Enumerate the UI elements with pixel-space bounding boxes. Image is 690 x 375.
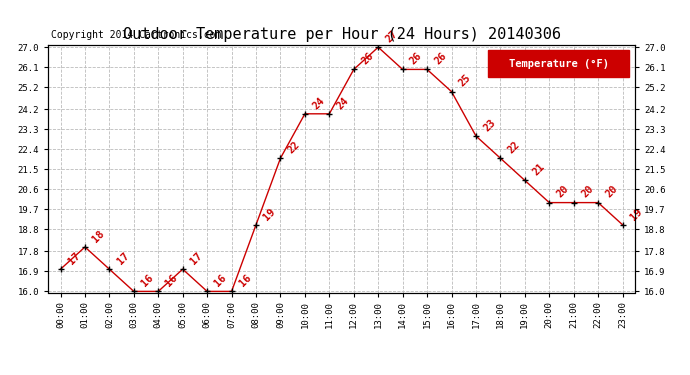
Text: 24: 24 [335,95,351,111]
Title: Outdoor Temperature per Hour (24 Hours) 20140306: Outdoor Temperature per Hour (24 Hours) … [123,27,560,42]
Text: 16: 16 [213,273,228,289]
Text: 22: 22 [506,140,522,155]
Text: 23: 23 [482,117,497,133]
Text: Copyright 2014 Cartronics.com: Copyright 2014 Cartronics.com [51,30,221,40]
Text: 26: 26 [359,51,375,67]
Text: 25: 25 [457,73,473,89]
Text: 20: 20 [580,184,595,200]
Text: 16: 16 [139,273,155,289]
Text: 18: 18 [90,228,106,244]
Text: 26: 26 [408,51,424,67]
Text: 20: 20 [555,184,571,200]
Text: 21: 21 [531,162,546,178]
Text: 16: 16 [164,273,179,289]
Text: 27: 27 [384,28,400,45]
Text: 17: 17 [115,251,131,266]
Text: 22: 22 [286,140,302,155]
Text: 24: 24 [310,95,326,111]
Text: 20: 20 [604,184,620,200]
Text: Temperature (°F): Temperature (°F) [509,58,609,69]
Text: 16: 16 [237,273,253,289]
Text: 19: 19 [628,206,644,222]
Text: 19: 19 [262,206,277,222]
Text: 17: 17 [66,251,82,266]
FancyBboxPatch shape [489,50,629,77]
Text: 17: 17 [188,251,204,266]
Text: 26: 26 [433,51,448,67]
